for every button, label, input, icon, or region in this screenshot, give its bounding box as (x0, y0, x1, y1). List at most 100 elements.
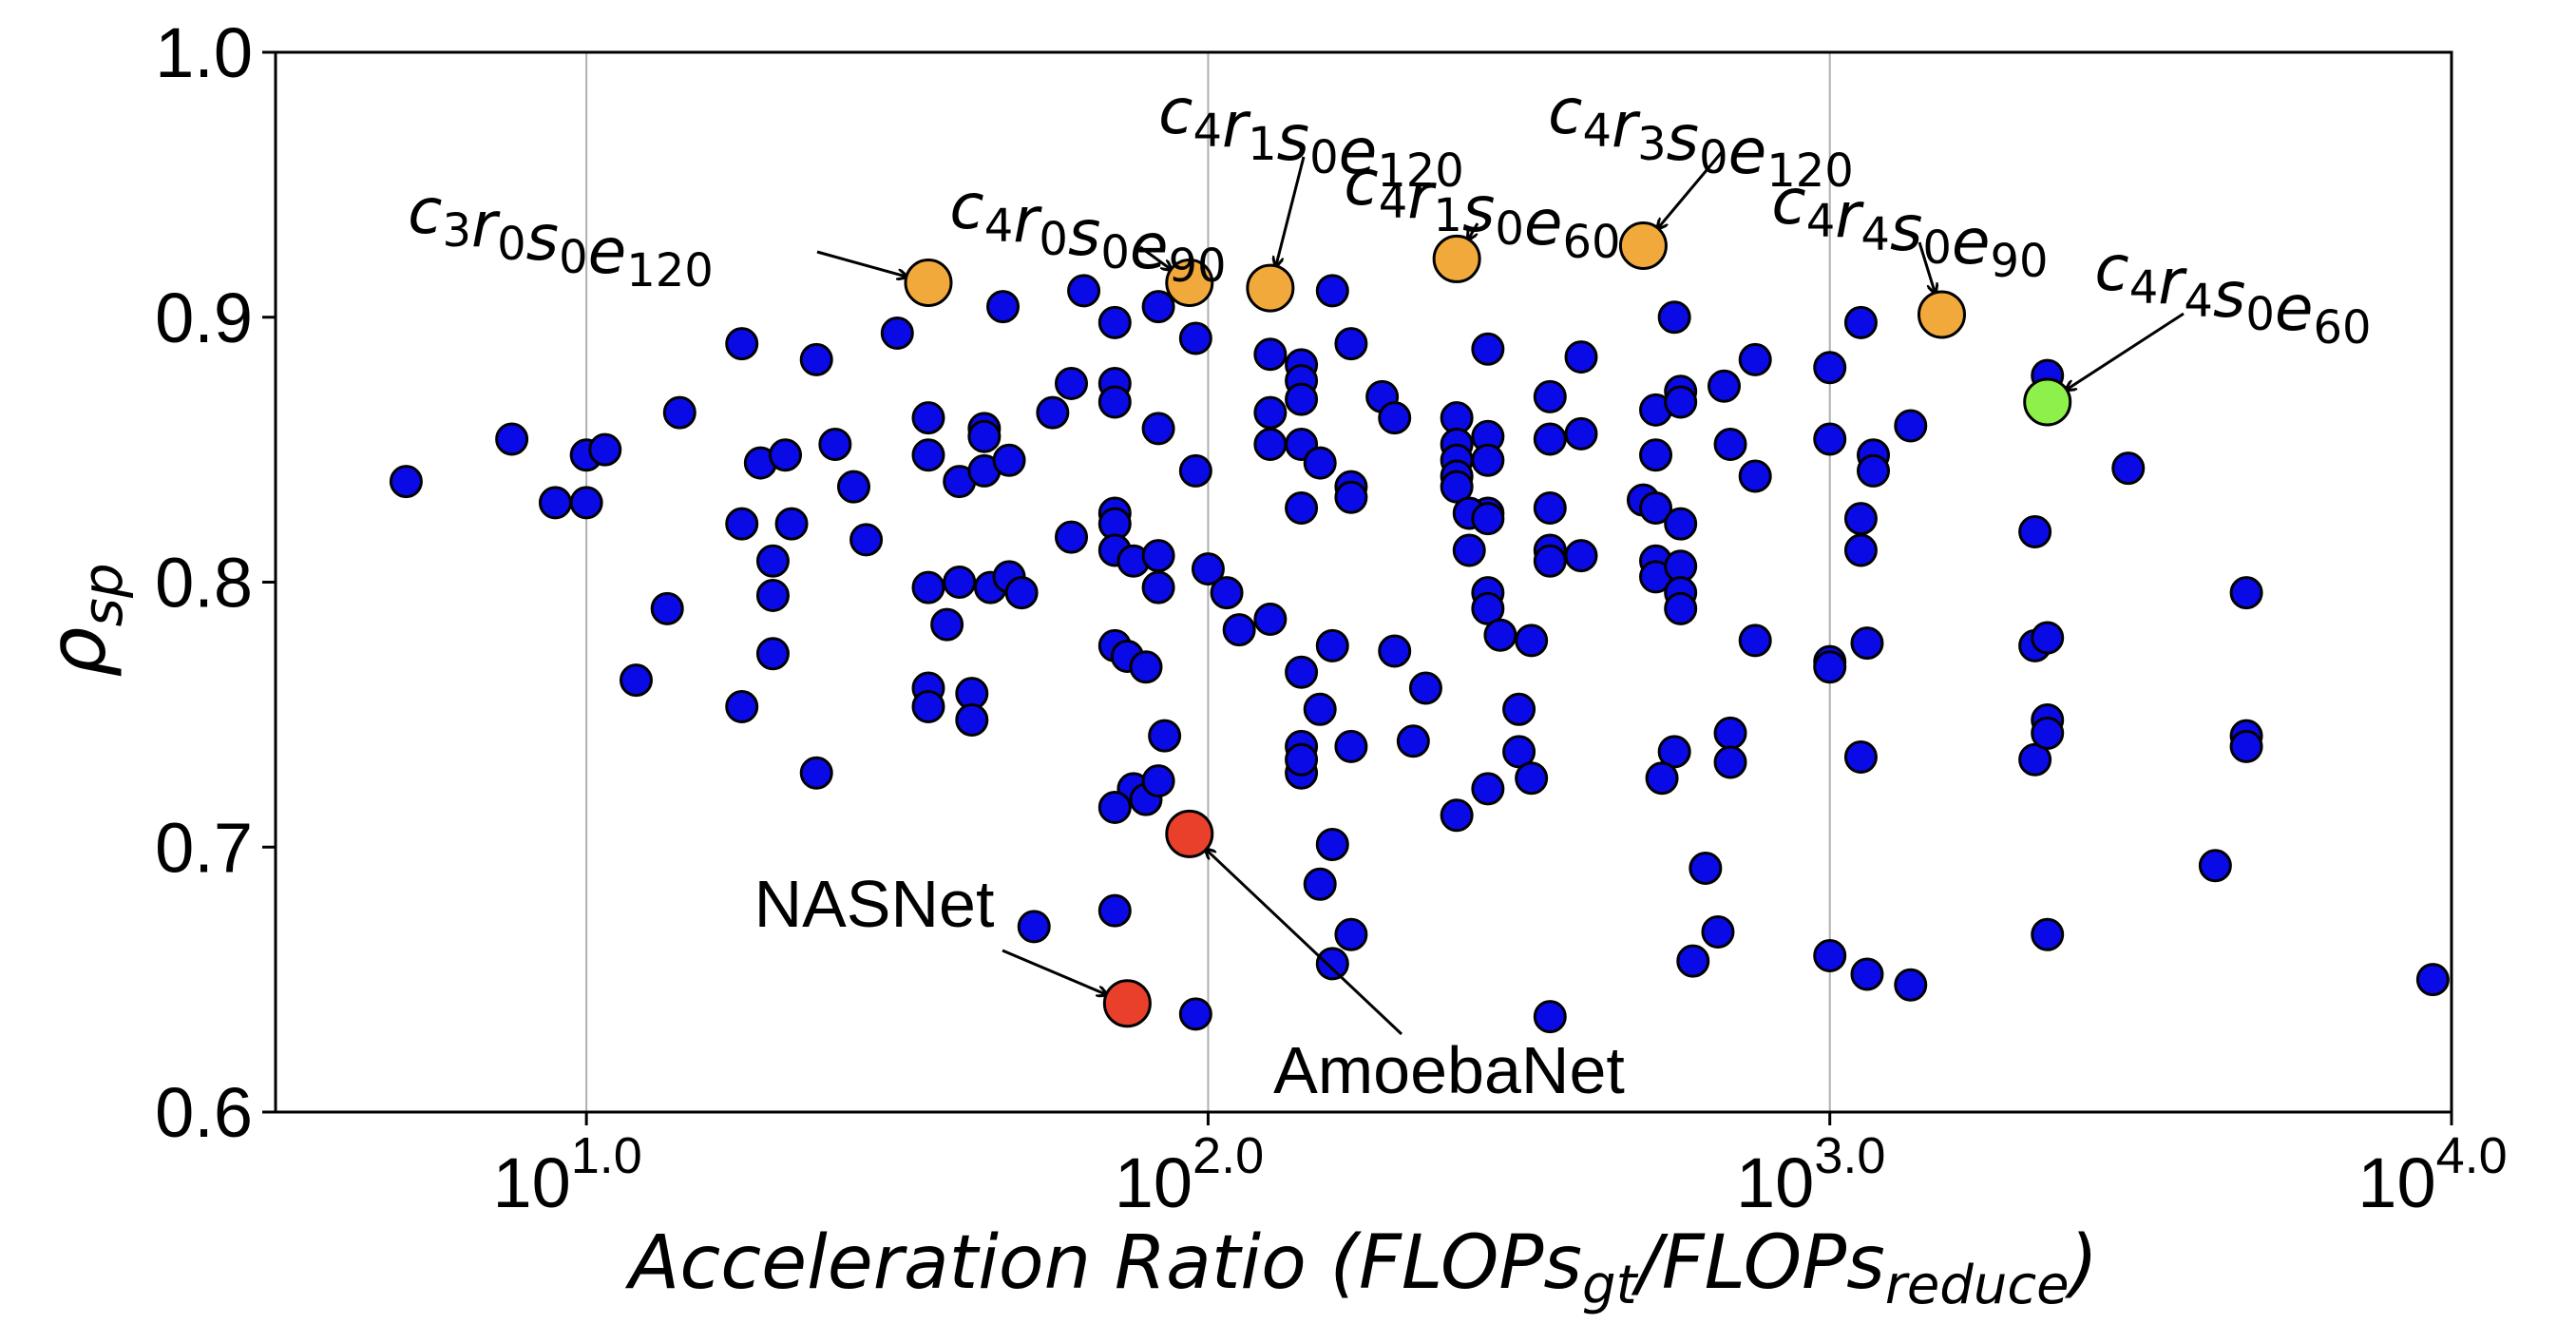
data-point (1141, 764, 1175, 798)
data-point (1676, 944, 1710, 978)
data-point (1657, 300, 1691, 335)
data-point (1639, 438, 1673, 472)
highlight-point (1165, 259, 1214, 308)
data-point (2229, 729, 2263, 763)
annotation-arrow (2067, 312, 2185, 390)
data-point (1707, 369, 1741, 403)
y-tick-label: 0.6 (155, 1073, 253, 1152)
x-tick-label: 102.0 (1115, 1127, 1264, 1222)
data-point (2111, 451, 2146, 486)
data-point (1054, 366, 1088, 400)
data-point (1639, 490, 1673, 525)
data-point (1701, 914, 1735, 949)
x-tick-label: 104.0 (2357, 1127, 2507, 1222)
data-point (1471, 591, 1505, 625)
data-point (1303, 867, 1337, 901)
data-point (1813, 422, 1847, 456)
data-point (1533, 490, 1567, 525)
annotation-label: AmoebaNet (1273, 1033, 1625, 1107)
annotation-label: c4r0s0e90 (949, 170, 1226, 293)
data-point (1141, 290, 1175, 324)
annotation-label: NASNet (754, 867, 995, 941)
data-point (1004, 576, 1039, 610)
data-point (619, 663, 653, 698)
highlight-point (1432, 234, 1481, 283)
data-point (662, 395, 696, 430)
y-tick-label: 0.7 (155, 808, 253, 887)
highlight-point (1246, 263, 1295, 313)
data-point (836, 470, 870, 504)
highlight-point (1165, 809, 1214, 858)
data-point (955, 702, 989, 737)
data-point (769, 438, 803, 472)
data-point (1843, 502, 1878, 536)
data-point (1178, 453, 1212, 488)
data-point (1813, 351, 1847, 385)
data-points (389, 274, 2450, 1034)
data-point (725, 327, 759, 361)
data-point (1664, 507, 1698, 541)
data-point (1502, 735, 1536, 769)
data-point (1097, 385, 1132, 419)
data-point (1315, 827, 1349, 861)
data-point (1657, 735, 1691, 769)
data-point (911, 690, 945, 724)
data-point (911, 570, 945, 604)
annotation-arrow (1658, 151, 1724, 228)
annotation-label: c4r4s0e90 (1771, 165, 2048, 288)
data-point (1191, 552, 1225, 586)
data-point (1129, 650, 1163, 684)
data-point (1097, 305, 1132, 339)
data-point (1334, 917, 1368, 951)
data-point (1850, 626, 1884, 661)
data-point (2031, 621, 2065, 655)
data-point (1334, 327, 1368, 361)
data-point (2031, 716, 2065, 750)
data-point (1378, 401, 1412, 435)
annotation-label: c3r0s0e120 (408, 175, 714, 297)
data-point (943, 566, 977, 599)
data-point (588, 432, 622, 467)
data-point (1210, 576, 1244, 610)
data-point (1054, 520, 1088, 554)
data-point (1850, 957, 1884, 991)
y-tick-label: 0.9 (155, 278, 253, 357)
data-point (911, 438, 945, 472)
data-point (1857, 453, 1891, 488)
data-point (1141, 539, 1175, 573)
data-point (1483, 618, 1517, 652)
data-point (1813, 939, 1847, 973)
data-point (1894, 409, 1928, 443)
annotation-arrow (1276, 156, 1306, 266)
annotation-arrow (1139, 245, 1171, 269)
data-point (1471, 332, 1505, 366)
data-point (1515, 761, 1549, 796)
data-point (538, 486, 572, 520)
data-point (1408, 671, 1442, 705)
data-point (755, 637, 790, 671)
data-point (725, 690, 759, 724)
data-point (1515, 624, 1549, 658)
data-point (1097, 790, 1132, 824)
data-point (911, 401, 945, 435)
highlight-point (1917, 290, 1966, 339)
data-point (1738, 342, 1772, 376)
data-point (1017, 910, 1051, 944)
data-point (1564, 416, 1598, 451)
data-point (1141, 570, 1175, 604)
data-point (1713, 716, 1747, 750)
highlight-point (2023, 377, 2072, 427)
data-point (1502, 692, 1536, 726)
annotation-arrow (1206, 850, 1403, 1036)
data-point (930, 607, 964, 642)
data-point (1303, 692, 1337, 726)
data-point (1894, 968, 1928, 1002)
data-point (1533, 379, 1567, 413)
data-point (1452, 533, 1486, 567)
data-point (2031, 917, 2065, 951)
data-point (1315, 947, 1349, 981)
data-point (1097, 893, 1132, 928)
data-point (1222, 613, 1256, 647)
data-point (1303, 446, 1337, 480)
data-point (2198, 849, 2232, 883)
